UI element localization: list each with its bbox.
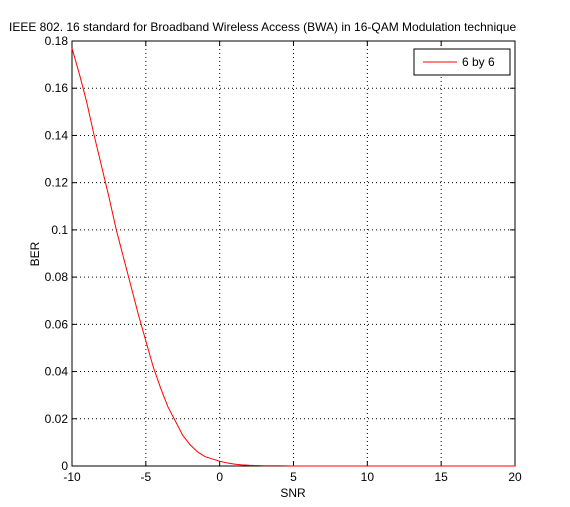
x-tick-label: 5 bbox=[290, 470, 297, 484]
axis-ticks: -10 -5 0 5 10 15 20 0 0.02 0.04 0.06 0.08 0.1 0.12 0.1… bbox=[45, 34, 522, 484]
y-tick-label: 0.08 bbox=[45, 270, 69, 284]
y-tick-label: 0.06 bbox=[45, 317, 69, 331]
y-tick-label: 0.02 bbox=[45, 412, 69, 426]
y-tick-label: 0.14 bbox=[45, 128, 69, 142]
y-tick-label: 0.18 bbox=[45, 34, 69, 48]
x-tick-label: -10 bbox=[63, 470, 81, 484]
chart-title: IEEE 802. 16 standard for Broadband Wire… bbox=[9, 20, 516, 34]
x-tick-label: 10 bbox=[361, 470, 375, 484]
y-tick-label: 0.04 bbox=[45, 365, 69, 379]
y-tick-label: 0.12 bbox=[45, 176, 69, 190]
x-tick-label: 0 bbox=[216, 470, 223, 484]
grid-lines bbox=[72, 41, 515, 466]
series-lines bbox=[71, 47, 515, 467]
y-tick-label: 0 bbox=[61, 459, 68, 473]
x-tick-label: 20 bbox=[508, 470, 522, 484]
y-axis-label: BER bbox=[28, 241, 42, 266]
x-axis-label: SNR bbox=[280, 486, 306, 500]
x-tick-label: -5 bbox=[140, 470, 151, 484]
series-line-6-by-6 bbox=[71, 47, 515, 467]
legend: 6 by 6 bbox=[413, 48, 511, 76]
y-tick-label: 0.1 bbox=[51, 223, 68, 237]
y-tick-label: 0.16 bbox=[45, 81, 69, 95]
legend-entry-6-by-6: 6 by 6 bbox=[462, 55, 495, 69]
x-tick-label: 15 bbox=[434, 470, 448, 484]
